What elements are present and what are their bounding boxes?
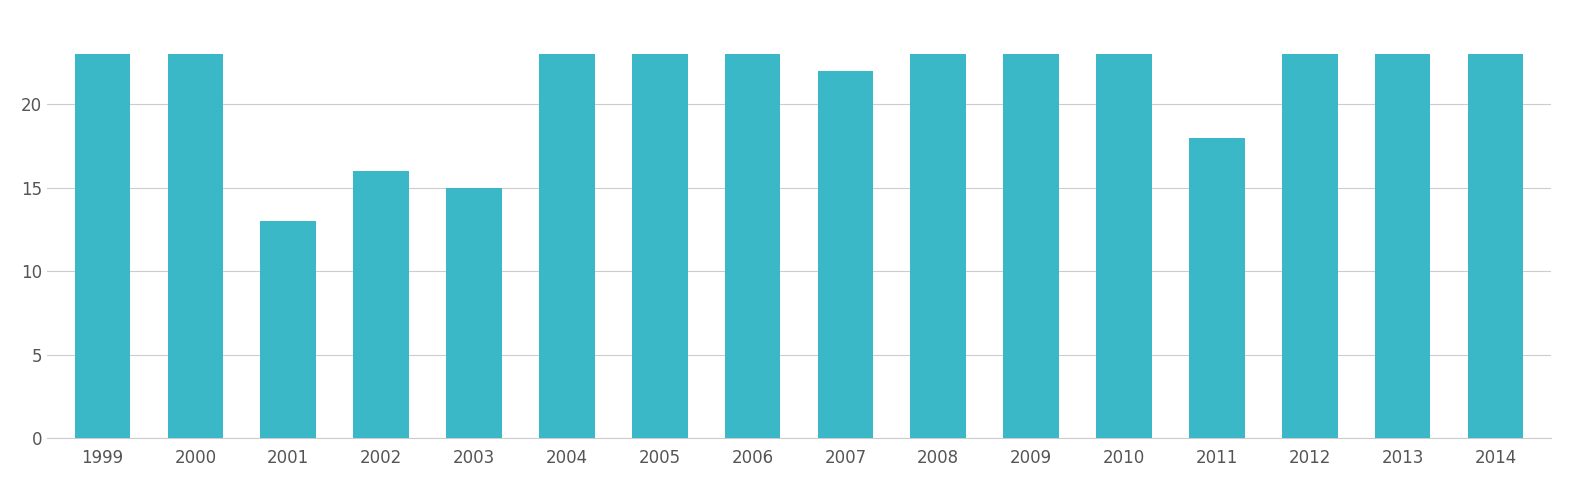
Bar — [168, 54, 223, 438]
Bar — [1188, 138, 1245, 438]
Bar — [1376, 54, 1431, 438]
Bar — [725, 54, 780, 438]
Bar — [261, 221, 316, 438]
Bar — [1003, 54, 1060, 438]
Bar — [446, 188, 501, 438]
Bar — [1096, 54, 1152, 438]
Bar — [539, 54, 594, 438]
Bar — [910, 54, 967, 438]
Bar — [632, 54, 687, 438]
Bar — [1468, 54, 1523, 438]
Bar — [1281, 54, 1338, 438]
Bar — [817, 71, 874, 438]
Bar — [354, 171, 409, 438]
Bar — [75, 54, 130, 438]
